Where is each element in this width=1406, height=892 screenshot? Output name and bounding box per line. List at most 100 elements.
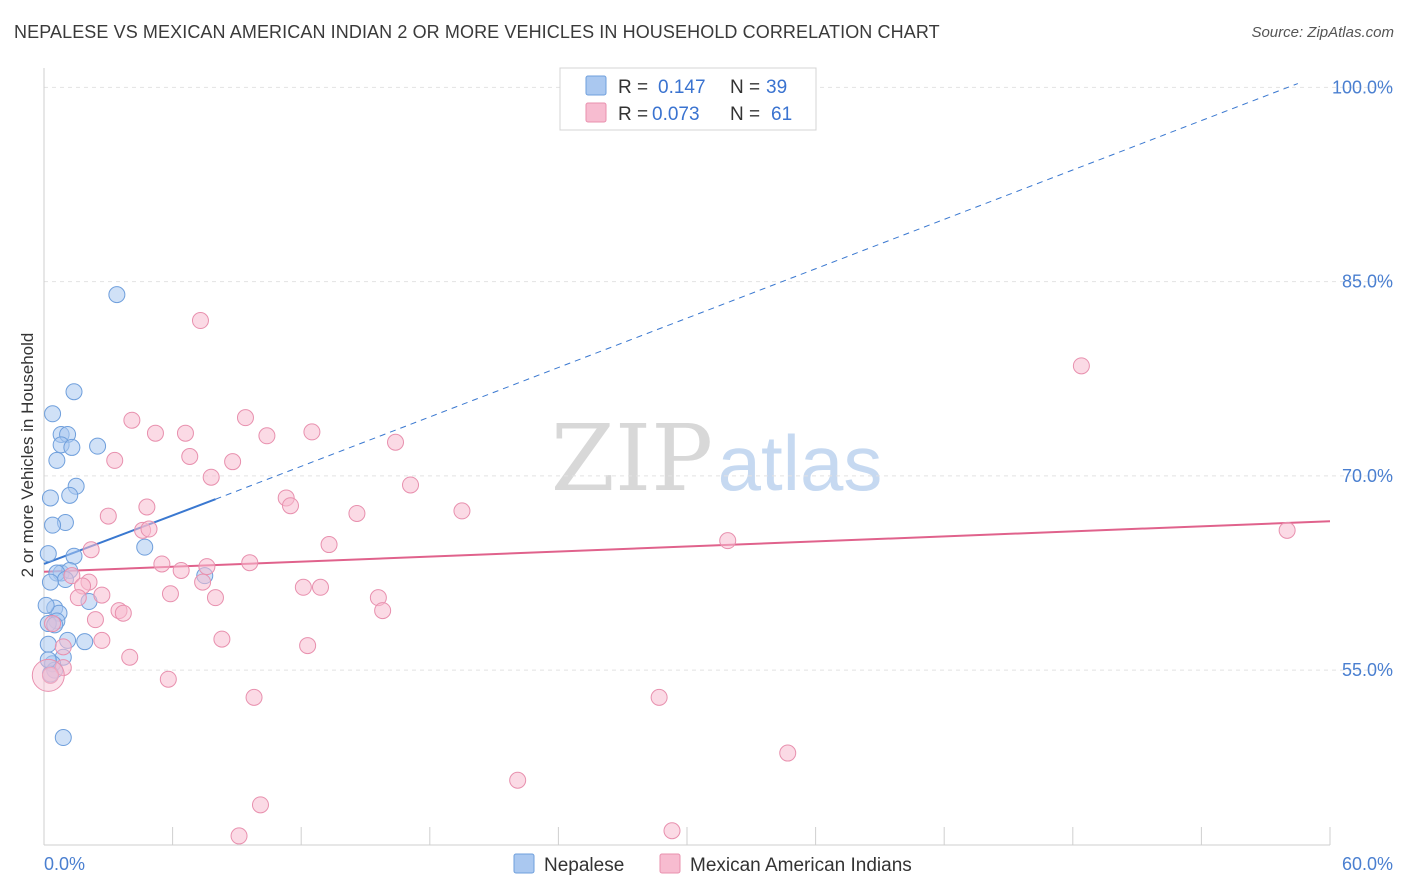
legend-r-label-0: R = [618,77,648,98]
mexican-point [294,578,312,596]
mexican-point [779,744,797,762]
y-axis-label: 2 or more Vehicles in Household [18,333,37,578]
mexican-point [69,589,87,607]
series-legend-nepalese: Nepalese [544,855,624,876]
legend-n-label-0: N = [730,77,760,98]
mexican-point [230,827,248,845]
mexican-point [44,615,62,633]
series-legend-swatch-nepalese [513,853,535,874]
mexican-point [509,771,527,789]
mexican-point [181,448,199,465]
nepalese-point [61,486,79,504]
y-tick-label: 85.0% [1342,272,1393,292]
mexican-point [86,611,104,629]
chart-title: NEPALESE VS MEXICAN AMERICAN INDIAN 2 OR… [14,22,940,42]
nepalese-point [44,516,62,534]
mexican-point [241,554,259,572]
mexican-point [121,648,139,666]
mexican-point [1072,357,1090,375]
nepalese-point [48,451,66,469]
mexican-point [663,822,681,840]
axes [43,68,1331,846]
legend-r-value-1: 0.073 [652,104,700,125]
nepalese-point [39,545,57,563]
nepalese-point [41,573,59,591]
y-tick-label: 100.0% [1332,77,1393,97]
mexican-point [31,658,65,692]
mexican-point [453,502,471,520]
mexican-point [348,504,366,522]
y-tick-label: 70.0% [1342,466,1393,486]
mexican-point [650,688,668,706]
nepalese-point [39,635,57,653]
mexican-point [236,409,254,427]
legend-r-value-0: 0.147 [658,77,706,98]
x-tick-label: 0.0% [44,854,85,874]
nepalese-point [136,538,154,556]
mexican-point [123,411,141,429]
nepalese-point [44,405,62,423]
watermark-zip: ZIP [551,405,713,512]
nepalese-point [65,547,83,565]
series-legend-mexican: Mexican American Indians [690,855,912,876]
nepalese-point [65,383,83,401]
mexican-point [202,468,220,486]
mexican-point [82,541,100,559]
mexican-point [106,451,124,469]
mexican-point [153,555,171,573]
series-legend-swatch-mexican [659,853,681,874]
nepalese-point [63,438,81,456]
legend-n-value-1: 61 [771,104,792,125]
nepalese-point [54,729,72,747]
nepalese-point [41,489,59,507]
mexican-point [719,532,737,550]
mexican-point [172,561,190,579]
mexican-point [258,427,276,445]
mexican-point [114,604,132,622]
mexican-point [245,688,263,706]
mexican-point [374,602,392,620]
y-tick-label: 55.0% [1342,660,1393,680]
tick-labels: 100.0% 85.0% 70.0% 55.0% 0.0% 60.0% [44,77,1393,874]
mexican-point [251,796,269,814]
mexican-point [320,536,338,554]
mexican-point [213,630,231,648]
mexican-point [1278,521,1296,539]
source-label: Source: ZipAtlas.com [1251,24,1394,41]
x-tick-label: 60.0% [1342,854,1393,874]
nepalese-point [108,286,126,304]
mexican-point [140,520,158,538]
mexican-point [311,578,329,596]
mexican-point [206,589,224,607]
mexican-point [191,312,209,330]
nepalese-point [37,596,55,614]
mexican-point [63,567,81,585]
series-legend: Nepalese Mexican American Indians [513,853,912,876]
mexican-point [224,453,242,471]
mexican-trend-line [43,520,1331,573]
mexican-point [93,631,111,649]
mexican-point [54,638,72,656]
mexican-point [93,586,111,604]
legend-n-value-0: 39 [766,77,787,98]
nepalese-point [89,437,107,455]
mexican-point [198,558,216,576]
legend-swatch-nepalese [585,75,607,96]
grid-lines [44,86,1395,671]
legend-r-label-1: R = [618,104,648,125]
mexican-point [159,670,177,688]
mexican-point [138,498,156,516]
watermark: ZIP atlas [551,405,882,512]
mexican-point [161,585,179,603]
legend-n-label-1: N = [730,104,760,125]
stats-legend: R = 0.147 N = 39 R = 0.073 N = 61 [559,67,817,131]
mexican-point [299,637,317,655]
nepalese-point [76,633,94,651]
mexican-point [41,666,59,684]
mexican-point [146,424,164,442]
mexican-point [176,424,194,442]
mexican-point [303,423,321,441]
mexican-point [281,497,299,515]
data-points [31,286,1296,845]
